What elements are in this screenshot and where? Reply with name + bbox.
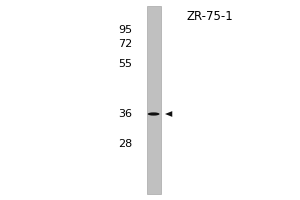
Bar <box>147 6 160 194</box>
Text: ZR-75-1: ZR-75-1 <box>187 10 233 23</box>
Text: 95: 95 <box>118 25 132 35</box>
Text: 36: 36 <box>118 109 132 119</box>
Text: 72: 72 <box>118 39 132 49</box>
Ellipse shape <box>148 112 160 116</box>
Polygon shape <box>165 111 172 117</box>
Text: 28: 28 <box>118 139 132 149</box>
Text: 55: 55 <box>118 59 132 69</box>
